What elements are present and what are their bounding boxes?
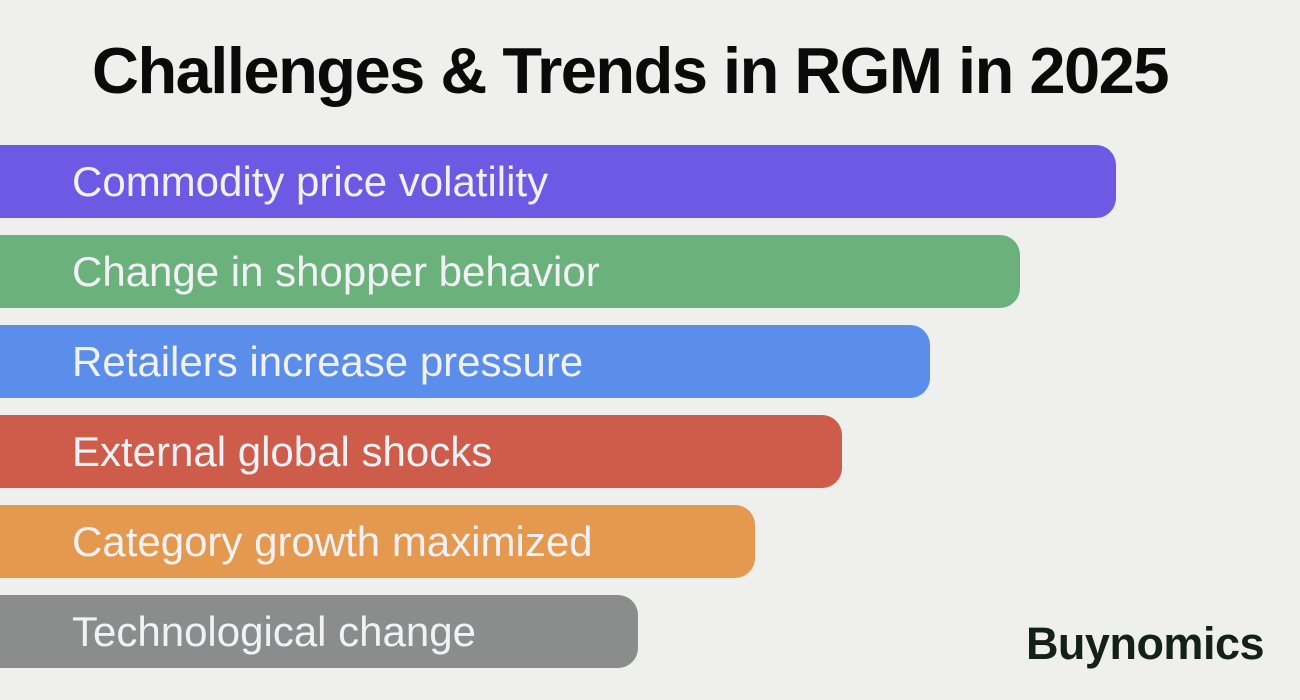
- bar-label: Technological change: [72, 607, 476, 655]
- page-title: Challenges & Trends in RGM in 2025: [92, 34, 1169, 107]
- bar: Category growth maximized: [0, 505, 755, 578]
- bar: Change in shopper behavior: [0, 235, 1020, 308]
- bar: Commodity price volatility: [0, 145, 1116, 218]
- bar-label: Category growth maximized: [72, 517, 593, 565]
- bar-label: External global shocks: [72, 427, 493, 475]
- bar: External global shocks: [0, 415, 842, 488]
- bar-label: Commodity price volatility: [72, 157, 549, 205]
- bar-label: Change in shopper behavior: [72, 247, 600, 295]
- buynomics-logo: Buynomics: [1025, 618, 1265, 669]
- bar: Retailers increase pressure: [0, 325, 930, 398]
- bar-label: Retailers increase pressure: [72, 337, 584, 385]
- bar-chart: Commodity price volatility Change in sho…: [0, 145, 1300, 685]
- bar: Technological change: [0, 595, 638, 668]
